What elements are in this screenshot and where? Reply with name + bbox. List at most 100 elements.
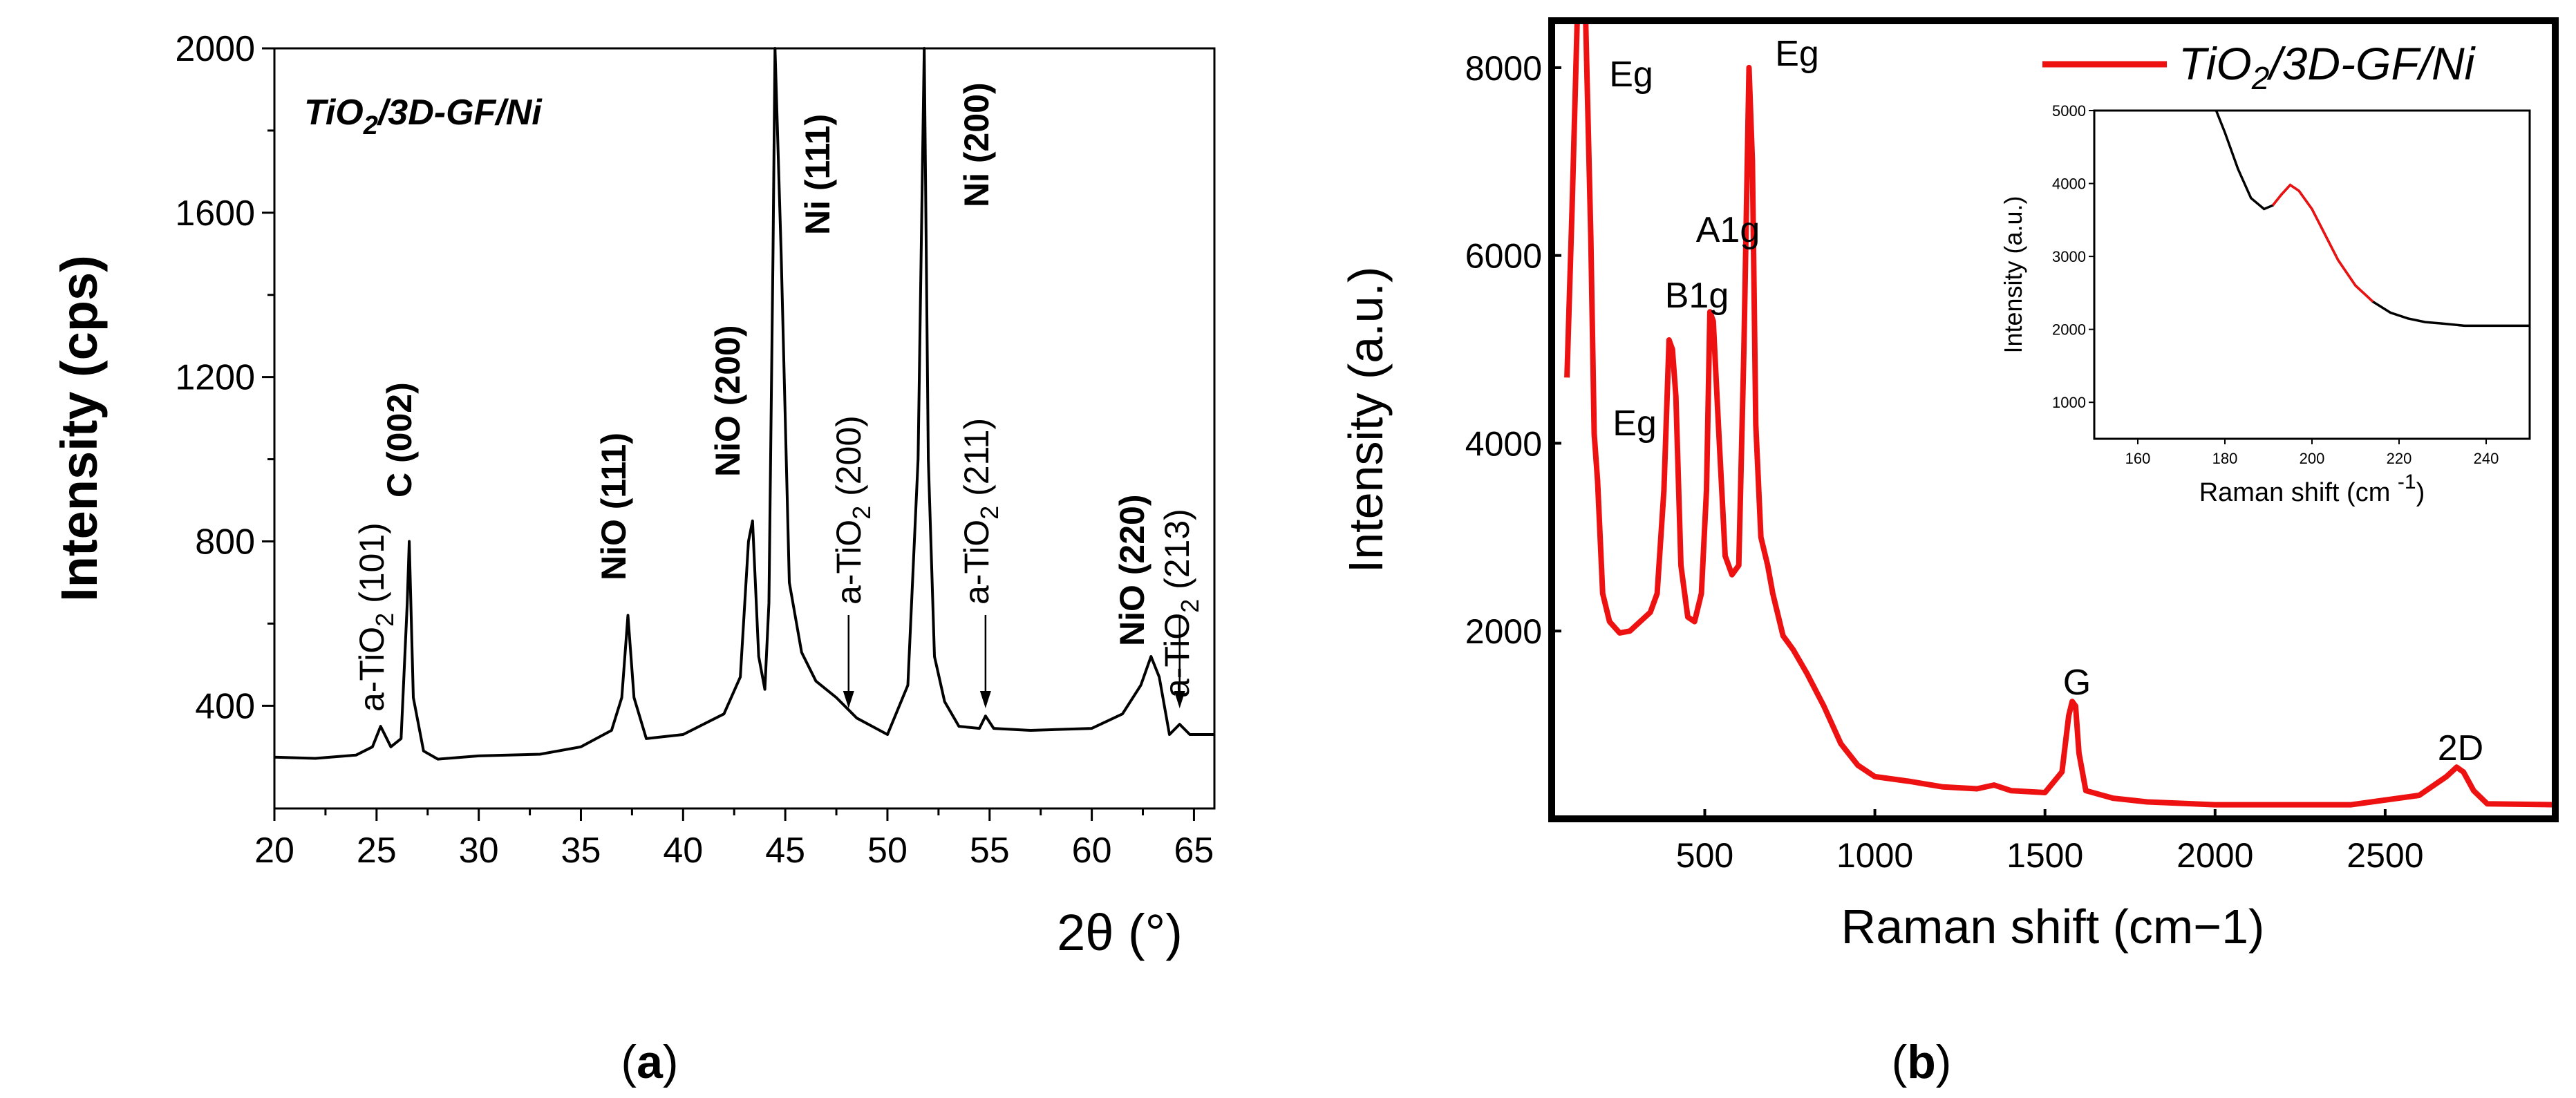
xrd-peak-label-sub: 2 [370, 613, 399, 627]
raman-mode-label: B1g [1665, 276, 1729, 316]
inset-x-tick-label: 200 [2300, 450, 2325, 467]
inset-y-axis-label: Intensity (a.u.) [1999, 196, 2027, 353]
xrd-y-axis-label: Intensity (cps) [50, 255, 108, 602]
raman-y-axis-label: Intensity (a.u.) [1339, 267, 1393, 574]
raman-y-tick-label: 8000 [1465, 49, 1542, 88]
xrd-line [274, 47, 1214, 761]
raman-legend: TiO2/3D-GF/Ni [2042, 38, 2476, 96]
xrd-peak-label: Ni (200) [957, 82, 996, 207]
xrd-peak-label-main: a-TiO [957, 520, 996, 605]
raman-mode-label: A1g [1696, 210, 1760, 250]
xrd-peak-label: NiO (111) [594, 433, 633, 580]
inset-y-tick-label: 4000 [2052, 176, 2086, 193]
xrd-peak-label-main: a-TiO [1158, 613, 1196, 698]
xrd-y-tick-label: 400 [195, 686, 255, 726]
inset-x-tick-label: 220 [2387, 450, 2412, 467]
xrd-peak-arrow-head [843, 691, 854, 708]
raman-x-tick-label: 1000 [1836, 836, 1913, 875]
raman-ticks: 500 1000 1500 2000 2500 2000 4000 6000 8000 [1465, 49, 2424, 875]
inset-x-tick-label: 160 [2125, 450, 2151, 467]
raman-mode-label: Eg [1613, 404, 1657, 444]
xrd-peak-label-main: a-TiO [352, 627, 391, 712]
xrd-peak-label-main: Ni (200) [957, 82, 996, 207]
xrd-plot-frame [273, 47, 1216, 810]
inset-x-axis-label-close: ) [2416, 478, 2425, 507]
xrd-peak-label: NiO (200) [708, 325, 747, 477]
xrd-x-tick-label: 35 [561, 831, 601, 871]
raman-inset: 160 180 200 220 240 1000 2000 3000 4000 5000 Raman… [1999, 102, 2531, 507]
raman-mode-label: Eg [1775, 34, 1819, 74]
xrd-peak-label-main: Ni (111) [798, 114, 837, 235]
xrd-peak-label-tail: (213) [1158, 509, 1196, 599]
xrd-peak-label-sub: 2 [1176, 599, 1204, 613]
inset-x-axis-label-main: Raman shift (cm [2199, 478, 2398, 507]
xrd-annotations: a-TiO2 (101)C (002) NiO (111)NiO (200)Ni … [352, 82, 1204, 712]
xrd-x-tick-label: 40 [663, 831, 703, 871]
xrd-y-tick-label: 1200 [175, 358, 255, 398]
xrd-peak-label-main: NiO (111) [594, 433, 633, 580]
xrd-peak-label: NiO (220) [1113, 494, 1151, 646]
raman-series [1564, 18, 2556, 808]
xrd-x-tick-label: 55 [970, 831, 1010, 871]
xrd-peak-label: a-TiO2 (211) [957, 418, 1004, 605]
xrd-peak-label: a-TiO2 (200) [829, 415, 876, 605]
xrd-x-axis-label: 2θ (°) [1057, 904, 1183, 961]
xrd-peak-label-tail: (200) [829, 415, 868, 506]
xrd-x-tick-label: 20 [254, 831, 294, 871]
inset-frame [2093, 109, 2531, 440]
raman-mode-label: 2D [2438, 728, 2483, 768]
xrd-peak-label: Ni (111) [798, 114, 837, 235]
xrd-peak-label: a-TiO2 (213) [1158, 509, 1204, 698]
xrd-peak-label: a-TiO2 (101) [352, 522, 399, 712]
inset-highlight [2271, 183, 2374, 303]
xrd-x-tick-label: 60 [1072, 831, 1112, 871]
raman-plot-frame [1548, 17, 2559, 822]
raman-axes [1548, 17, 2559, 822]
inset-x-axis-label-sup: -1 [2398, 471, 2416, 493]
raman-x-tick-label: 500 [1676, 836, 1733, 875]
raman-y-tick-label: 4000 [1465, 424, 1542, 463]
inset-y-tick-label: 5000 [2052, 102, 2086, 120]
inset-x-tick-label: 240 [2474, 450, 2499, 467]
raman-mode-label: Eg [1609, 55, 1653, 95]
xrd-x-tick-label: 25 [357, 831, 397, 871]
panel-b-caption: (b) [1892, 1036, 1952, 1088]
xrd-peak-label-main: C (002) [380, 382, 419, 498]
raman-mode-labels: Eg Eg A1g B1g Eg G 2D [1609, 34, 2483, 768]
xrd-x-tick-label: 30 [459, 831, 499, 871]
xrd-peak-arrow-head [1174, 691, 1185, 708]
inset-x-axis-label: Raman shift (cm -1) [2199, 471, 2425, 507]
xrd-x-tick-label: 50 [867, 831, 908, 871]
xrd-ticks: 20 25 30 35 40 45 50 55 60 65 400 800 1200 1600 2000 [175, 29, 1214, 871]
inset-x-tick-label: 180 [2212, 450, 2238, 467]
xrd-peak-arrow-head [979, 691, 991, 708]
panel-a-caption: (a) [621, 1036, 678, 1088]
xrd-peak-label-sub: 2 [975, 506, 1004, 520]
inset-y-tick-label: 1000 [2052, 394, 2086, 411]
raman-line [1564, 18, 2556, 808]
xrd-y-tick-label: 2000 [175, 29, 255, 69]
xrd-peak-label-main: NiO (200) [708, 325, 747, 477]
inset-y-tick-label: 3000 [2052, 248, 2086, 265]
raman-y-tick-label: 2000 [1465, 612, 1542, 651]
xrd-peak-label-main: a-TiO [829, 520, 868, 605]
raman-mode-label: G [2063, 663, 2091, 703]
raman-x-tick-label: 1500 [2006, 836, 2083, 875]
inset-y-tick-label: 2000 [2052, 321, 2086, 339]
xrd-panel: TiO2/3D-GF/Ni 20 25 30 35 40 45 50 55 60 65 400 800… [50, 29, 1216, 1088]
xrd-title: TiO2/3D-GF/Ni [304, 93, 543, 140]
raman-x-tick-label: 2500 [2347, 836, 2423, 875]
legend-label: TiO2/3D-GF/Ni [2179, 38, 2476, 96]
xrd-y-tick-label: 800 [195, 522, 255, 562]
xrd-x-tick-label: 65 [1174, 831, 1214, 871]
raman-y-tick-label: 6000 [1465, 237, 1542, 276]
xrd-y-tick-label: 1600 [175, 193, 255, 234]
xrd-peak-label-tail: (101) [352, 522, 391, 613]
xrd-axes [273, 47, 1216, 810]
xrd-peak-label-sub: 2 [847, 506, 876, 520]
xrd-peak-label: C (002) [380, 382, 419, 498]
xrd-peak-label-tail: (211) [957, 418, 996, 506]
xrd-series [274, 47, 1214, 761]
